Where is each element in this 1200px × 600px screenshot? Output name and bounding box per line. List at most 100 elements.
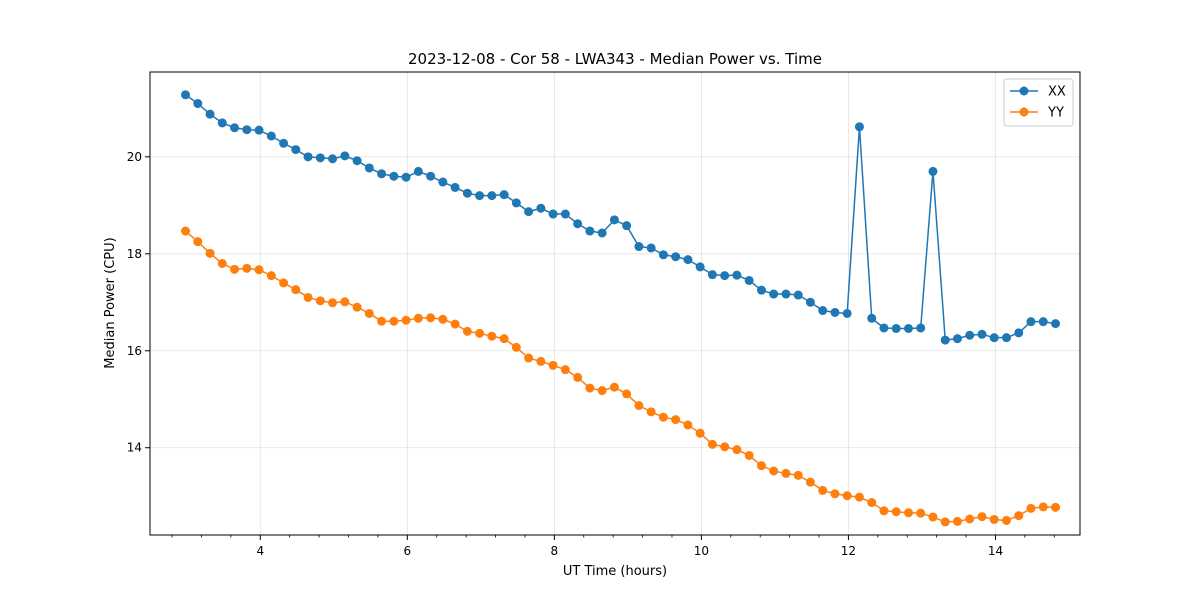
data-point-xx — [548, 209, 558, 219]
data-point-xx — [671, 252, 681, 262]
data-point-xx — [609, 215, 619, 225]
data-point-xx — [1001, 333, 1011, 343]
data-point-xx — [928, 166, 938, 176]
data-point-xx — [340, 151, 350, 161]
data-point-xx — [475, 191, 485, 201]
data-point-xx — [230, 123, 240, 133]
plot-frame — [149, 71, 1081, 536]
data-point-xx — [254, 125, 264, 135]
data-point-xx — [303, 152, 313, 162]
data-point-yy — [524, 353, 534, 363]
data-point-xx — [756, 285, 766, 295]
data-point-yy — [1038, 502, 1048, 512]
data-point-yy — [769, 466, 779, 476]
data-point-xx — [879, 323, 889, 333]
data-point-xx — [315, 153, 325, 163]
data-point-yy — [1026, 503, 1036, 513]
legend-label-xx: XX — [1048, 85, 1066, 100]
x-tick-label: 8 — [551, 544, 559, 558]
data-point-yy — [891, 507, 901, 517]
legend-marker-xx — [1019, 86, 1029, 96]
x-tick-label: 10 — [694, 544, 709, 558]
data-point-yy — [781, 468, 791, 478]
data-point-yy — [573, 372, 583, 382]
data-point-yy — [916, 508, 926, 518]
data-point-xx — [854, 122, 864, 132]
x-tick-label: 12 — [841, 544, 856, 558]
data-point-yy — [487, 331, 497, 341]
data-point-xx — [1038, 317, 1048, 327]
data-point-yy — [977, 512, 987, 522]
data-point-xx — [695, 262, 705, 272]
data-point-xx — [646, 243, 656, 253]
data-point-xx — [181, 90, 191, 100]
data-point-xx — [560, 209, 570, 219]
data-point-yy — [560, 365, 570, 375]
data-point-xx — [744, 275, 754, 285]
data-point-yy — [830, 489, 840, 499]
data-point-xx — [499, 190, 509, 200]
data-point-yy — [989, 514, 999, 524]
data-point-yy — [279, 278, 289, 288]
data-point-yy — [842, 491, 852, 501]
data-point-yy — [242, 263, 252, 273]
data-point-yy — [352, 302, 362, 312]
data-point-xx — [585, 226, 595, 236]
data-point-yy — [303, 292, 313, 302]
data-point-yy — [377, 316, 387, 326]
data-point-yy — [622, 389, 632, 399]
data-point-yy — [254, 265, 264, 275]
y-tick-label: 20 — [127, 150, 142, 164]
x-tick-label: 6 — [403, 544, 411, 558]
data-point-xx — [622, 221, 632, 231]
data-point-yy — [1051, 502, 1061, 512]
data-point-yy — [401, 315, 411, 325]
data-point-yy — [364, 308, 374, 318]
data-point-xx — [597, 228, 607, 238]
data-point-xx — [965, 330, 975, 340]
grid — [150, 72, 1080, 535]
data-point-xx — [1014, 328, 1024, 338]
data-point-xx — [266, 131, 276, 141]
data-point-yy — [548, 360, 558, 370]
data-point-yy — [879, 506, 889, 516]
data-point-yy — [965, 514, 975, 524]
data-point-xx — [279, 138, 289, 148]
data-point-yy — [597, 386, 607, 396]
data-point-yy — [217, 259, 227, 269]
data-point-xx — [805, 297, 815, 307]
data-point-xx — [1026, 317, 1036, 327]
data-point-yy — [646, 407, 656, 417]
data-point-xx — [511, 198, 521, 208]
data-point-yy — [940, 517, 950, 527]
data-point-xx — [291, 145, 301, 155]
data-point-yy — [695, 428, 705, 438]
data-point-yy — [1014, 511, 1024, 521]
data-point-yy — [230, 264, 240, 274]
legend-marker-yy — [1019, 107, 1029, 117]
data-point-xx — [830, 307, 840, 317]
data-point-xx — [634, 242, 644, 252]
data-point-xx — [720, 271, 730, 281]
data-point-yy — [450, 319, 460, 329]
data-point-xx — [891, 323, 901, 333]
data-point-xx — [940, 335, 950, 345]
data-point-yy — [340, 297, 350, 307]
data-point-xx — [205, 109, 215, 119]
data-point-xx — [438, 177, 448, 187]
y-tick-label: 18 — [127, 247, 142, 261]
x-tick-label: 14 — [988, 544, 1003, 558]
data-point-yy — [413, 313, 423, 323]
data-point-yy — [744, 450, 754, 460]
data-point-xx — [242, 125, 252, 135]
data-point-yy — [266, 271, 276, 281]
series-yy — [181, 226, 1061, 527]
data-point-yy — [193, 237, 203, 247]
data-point-xx — [401, 172, 411, 182]
data-point-xx — [389, 171, 399, 181]
series-line-xx — [185, 94, 1056, 341]
data-point-yy — [818, 485, 828, 495]
data-point-yy — [181, 226, 191, 236]
chart-title: 2023-12-08 - Cor 58 - LWA343 - Median Po… — [408, 50, 822, 68]
